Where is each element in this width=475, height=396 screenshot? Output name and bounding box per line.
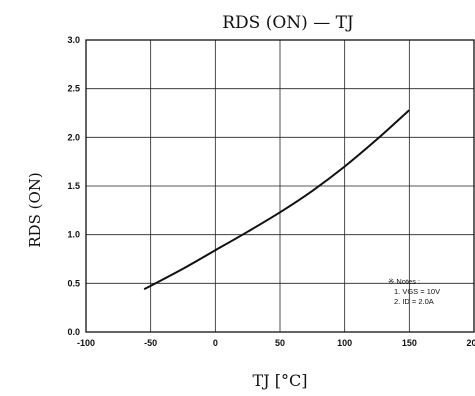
notes-heading: ※ Notes :	[388, 277, 420, 286]
y-tick-label: 2.5	[67, 84, 80, 94]
x-tick-label: 50	[275, 338, 285, 348]
chart-title: RDS (ON) — TJ	[222, 13, 354, 33]
y-tick-label: 0.5	[67, 278, 80, 288]
plot-frame	[85, 39, 475, 333]
y-tick-label: 0.0	[67, 327, 80, 337]
y-tick-label: 3.0	[67, 35, 80, 45]
x-tick-label: 0	[213, 338, 218, 348]
notes-line-2: 2. ID = 2.0A	[394, 297, 434, 306]
x-tick-label: 100	[337, 338, 352, 348]
y-axis-label: RDS (ON)	[26, 172, 44, 248]
x-tick-labels: -100 -50 0 50 100 150 200	[77, 338, 475, 348]
series-line	[143, 109, 410, 291]
y-tick-label: 2.0	[67, 132, 80, 142]
notes-box: ※ Notes : 1. VGS = 10V 2. ID = 2.0A	[388, 277, 440, 306]
x-tick-label: -100	[77, 338, 95, 348]
x-axis-label: TJ [°C]	[253, 371, 308, 390]
y-tick-label: 1.0	[67, 230, 80, 240]
x-tick-label: 200	[466, 338, 475, 348]
y-tick-label: 1.5	[67, 181, 80, 191]
x-tick-label: -50	[144, 338, 157, 348]
x-tick-label: 150	[402, 338, 417, 348]
grid-lines	[86, 40, 474, 332]
y-tick-labels: 0.0 0.5 1.0 1.5 2.0 2.5 3.0	[67, 35, 80, 337]
notes-line-1: 1. VGS = 10V	[394, 287, 440, 296]
